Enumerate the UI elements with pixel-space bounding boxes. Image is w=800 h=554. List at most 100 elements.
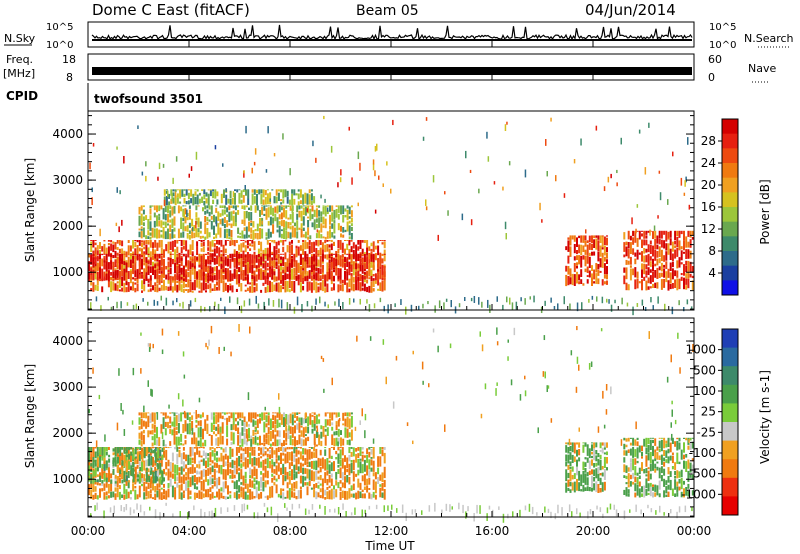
ground-cell: [664, 303, 666, 311]
data-cell: [636, 230, 639, 232]
sparse-cell: [539, 202, 541, 211]
data-cell: [603, 263, 606, 275]
data-cell: [116, 240, 119, 244]
data-cell: [136, 283, 139, 292]
ground-cell: [489, 304, 491, 313]
data-cell: [330, 447, 333, 448]
data-cell: [264, 275, 267, 285]
data-cell: [271, 282, 274, 292]
data-cell: [348, 288, 351, 293]
data-cell: [302, 455, 305, 461]
data-cell: [211, 465, 214, 473]
data-cell: [317, 259, 320, 267]
data-cell: [210, 220, 213, 230]
data-cell: [310, 461, 313, 469]
data-cell: [264, 275, 267, 279]
data-cell: [156, 228, 158, 239]
data-cell: [678, 437, 681, 442]
data-cell: [306, 449, 309, 461]
data-cell: [240, 283, 243, 292]
data-cell: [165, 472, 168, 476]
data-cell: [383, 489, 386, 500]
sparse-cell: [547, 385, 550, 389]
data-cell: [330, 473, 333, 478]
data-cell: [573, 256, 576, 261]
data-cell: [145, 447, 148, 455]
data-cell: [259, 210, 261, 217]
data-cell: [636, 477, 639, 485]
ground-cell: [684, 505, 687, 513]
data-cell: [582, 461, 585, 471]
data-cell: [595, 263, 598, 273]
data-cell: [107, 262, 110, 270]
data-cell: [269, 257, 271, 267]
data-cell: [315, 444, 318, 447]
data-cell: [671, 455, 674, 464]
data-cell: [121, 479, 124, 484]
data-cell: [649, 482, 652, 487]
data-cell: [683, 488, 685, 498]
sparse-cell: [230, 351, 232, 357]
data-cell: [578, 449, 581, 456]
sparse-cell: [376, 143, 378, 151]
ground-cell: [470, 297, 473, 302]
data-cell: [129, 253, 132, 260]
data-cell: [326, 205, 329, 207]
data-cell: [599, 454, 602, 460]
data-cell: [145, 467, 148, 471]
data-cell: [277, 268, 280, 280]
sparse-cell: [666, 376, 669, 383]
data-cell: [136, 245, 139, 256]
data-cell: [240, 453, 243, 460]
data-cell: [262, 481, 265, 492]
sparse-cell: [422, 136, 425, 141]
data-cell: [186, 233, 189, 239]
data-cell: [368, 447, 371, 450]
data-cell: [293, 281, 296, 293]
sparse-cell: [208, 339, 210, 346]
data-cell: [171, 229, 174, 239]
data-cell: [208, 232, 211, 238]
data-cell: [306, 193, 309, 205]
sparse-cell: [620, 137, 622, 145]
data-cell: [222, 260, 225, 269]
data-cell: [660, 279, 663, 290]
data-cell: [276, 217, 279, 228]
sparse-cell: [432, 328, 435, 333]
data-cell: [171, 452, 174, 462]
data-cell: [138, 247, 141, 252]
data-cell: [340, 430, 342, 435]
data-cell: [235, 279, 238, 285]
data-cell: [176, 257, 179, 265]
data-cell: [352, 459, 355, 471]
data-cell: [280, 488, 282, 496]
data-cell: [229, 198, 232, 205]
data-cell: [235, 251, 238, 258]
data-cell: [315, 278, 318, 281]
data-cell: [112, 491, 115, 498]
data-cell: [110, 276, 113, 281]
data-cell: [315, 272, 318, 278]
sparse-cell: [119, 190, 121, 195]
ground-cell: [123, 507, 125, 512]
data-cell: [205, 198, 208, 204]
data-cell: [324, 428, 327, 432]
data-cell: [246, 263, 249, 274]
data-cell: [654, 449, 657, 453]
sparse-cell: [506, 121, 508, 125]
data-cell: [202, 447, 205, 449]
data-cell: [112, 271, 115, 279]
data-cell: [680, 469, 683, 478]
data-cell: [242, 250, 245, 261]
data-cell: [593, 483, 596, 491]
data-cell: [156, 475, 159, 482]
data-cell: [136, 240, 139, 243]
data-cell: [308, 480, 311, 487]
data-cell: [138, 461, 141, 467]
data-cell: [352, 483, 355, 490]
data-cell: [110, 480, 113, 492]
data-cell: [161, 454, 164, 460]
data-cell: [169, 233, 172, 240]
data-cell: [363, 275, 366, 280]
data-cell: [233, 465, 236, 474]
